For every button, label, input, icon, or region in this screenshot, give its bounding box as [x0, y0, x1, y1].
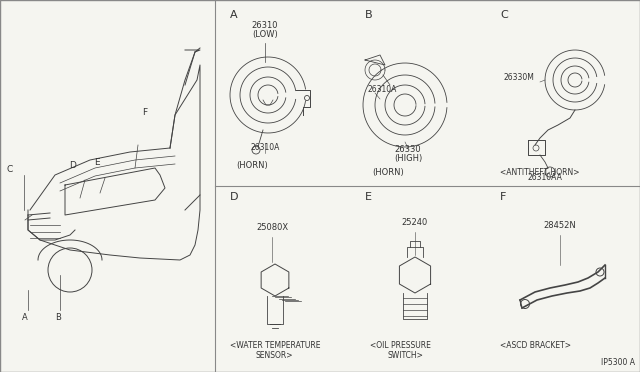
Text: <ASCD BRACKET>: <ASCD BRACKET>	[500, 341, 571, 350]
Text: E: E	[365, 192, 372, 202]
Text: (HORN): (HORN)	[236, 161, 268, 170]
Text: SENSOR>: SENSOR>	[255, 351, 292, 360]
Text: <WATER TEMPERATURE: <WATER TEMPERATURE	[230, 341, 321, 350]
Text: 26310: 26310	[252, 21, 278, 30]
Text: (HIGH): (HIGH)	[394, 154, 422, 163]
Text: 25080X: 25080X	[256, 223, 288, 232]
Text: 26310A: 26310A	[250, 143, 280, 152]
Text: C: C	[7, 165, 13, 174]
Text: (LOW): (LOW)	[252, 30, 278, 39]
Text: <ANTITHEFT HORN>: <ANTITHEFT HORN>	[500, 168, 579, 177]
Text: 26310AA: 26310AA	[527, 173, 563, 182]
Text: IP5300 A: IP5300 A	[601, 358, 635, 367]
Text: A: A	[230, 10, 237, 20]
Text: A: A	[22, 313, 28, 322]
Text: <OIL PRESSURE: <OIL PRESSURE	[370, 341, 431, 350]
Text: (HORN): (HORN)	[372, 168, 404, 177]
Text: 26330: 26330	[395, 145, 421, 154]
Text: F: F	[143, 108, 148, 117]
Text: 28452N: 28452N	[543, 221, 577, 230]
Text: D: D	[70, 161, 76, 170]
Text: 26310A: 26310A	[368, 85, 397, 94]
Text: 26330M: 26330M	[503, 73, 534, 82]
Text: B: B	[55, 313, 61, 322]
Text: SWITCH>: SWITCH>	[388, 351, 424, 360]
Text: F: F	[500, 192, 506, 202]
Text: C: C	[500, 10, 508, 20]
Text: B: B	[365, 10, 372, 20]
Text: D: D	[230, 192, 239, 202]
Text: E: E	[94, 158, 100, 167]
Text: 25240: 25240	[402, 218, 428, 227]
